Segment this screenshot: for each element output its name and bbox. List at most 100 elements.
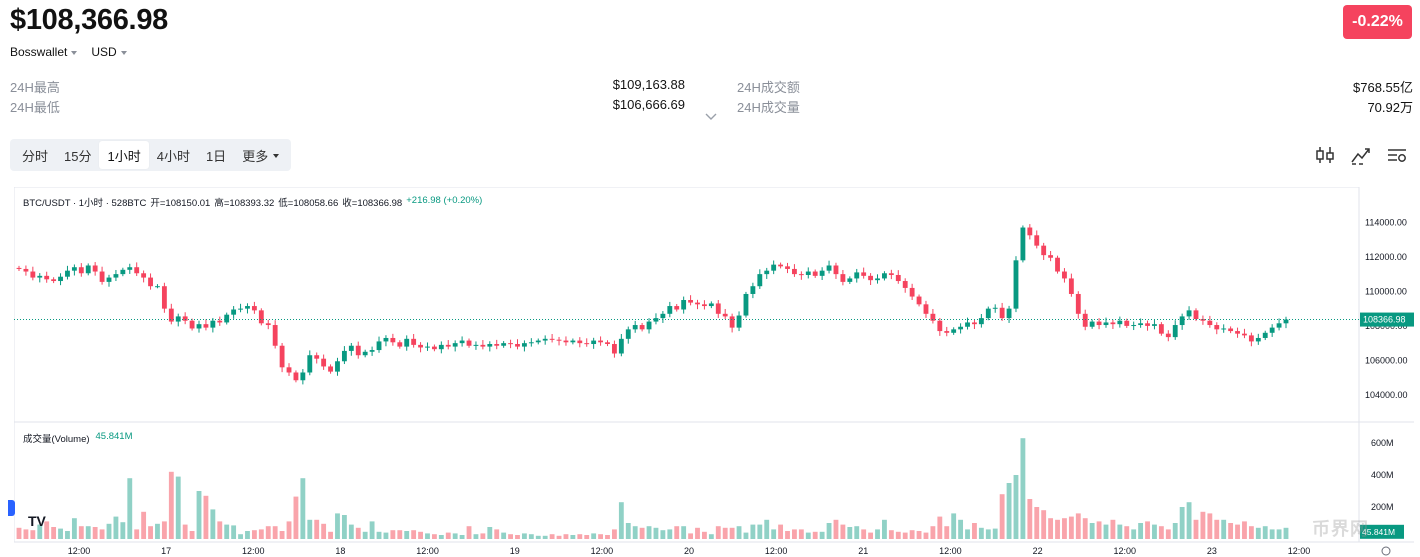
volume-bar	[895, 531, 901, 539]
volume-bar	[85, 526, 91, 539]
candle-body	[1255, 337, 1261, 342]
candle-body	[736, 315, 742, 328]
candle-body	[161, 286, 167, 309]
candle-body	[930, 313, 936, 321]
tradingview-logo: TV	[28, 513, 46, 529]
price-tick-label: 104000.00	[1365, 390, 1408, 400]
currency-selector[interactable]: USD	[91, 45, 127, 59]
volume-bar	[217, 521, 223, 539]
tab-1d[interactable]: 1日	[205, 148, 227, 164]
volume-bar	[362, 531, 368, 539]
volume-bar	[875, 529, 880, 539]
candle-body	[217, 320, 223, 323]
candle-body	[141, 273, 147, 278]
candle-body	[37, 275, 43, 278]
candle-body	[1145, 323, 1150, 326]
candle-body	[639, 325, 645, 330]
stat-low-value: $106,666.69	[612, 97, 685, 112]
volume-bar	[175, 476, 181, 539]
time-tick-label: 12:00	[68, 546, 91, 556]
volume-bar	[65, 531, 70, 539]
candle-body	[750, 286, 756, 294]
volume-bar	[369, 521, 375, 539]
tab-4h[interactable]: 4小时	[156, 148, 190, 164]
candle-body	[238, 308, 243, 310]
candle-body	[1186, 310, 1192, 317]
price-chart[interactable]: 114000.00112000.00110000.00108000.001060…	[14, 187, 1414, 557]
volume-bar	[1242, 521, 1247, 539]
expand-chevron-icon[interactable]	[704, 112, 718, 122]
time-tick-label: 12:00	[1113, 546, 1136, 556]
volume-bar	[750, 524, 756, 539]
volume-bar	[882, 519, 887, 539]
candle-body	[99, 271, 105, 282]
candle-body	[1034, 235, 1040, 246]
volume-bar	[1193, 519, 1199, 539]
candle-body	[722, 313, 728, 317]
candle-body	[1020, 227, 1026, 261]
candle-body	[113, 274, 119, 278]
volume-bar	[508, 534, 513, 539]
candle-body	[978, 318, 984, 325]
volume-bar	[618, 502, 624, 539]
volume-bar	[397, 530, 403, 539]
legend-close: 收=108366.98	[342, 198, 403, 209]
candle-body	[1158, 324, 1164, 334]
indicator-icon[interactable]	[1350, 144, 1372, 166]
candle-body	[473, 344, 479, 346]
caret-down-icon	[273, 153, 280, 158]
side-panel-toggle[interactable]	[8, 500, 15, 516]
ohlc-legend: BTC/USDT · 1小时 · 528BTC 开=108150.01 高=10…	[23, 195, 482, 209]
volume-bar	[902, 532, 908, 539]
volume-bar	[570, 535, 576, 539]
candle-body	[65, 270, 70, 277]
candle-body	[1110, 322, 1116, 325]
tab-1h[interactable]: 1小时	[99, 141, 149, 169]
candle-body	[1048, 255, 1054, 258]
candle-body	[224, 314, 230, 323]
candle-body	[861, 272, 867, 276]
volume-bar	[404, 531, 410, 539]
settings-list-icon[interactable]	[1386, 144, 1408, 166]
volume-bar	[646, 526, 652, 539]
candle-body	[992, 307, 998, 309]
candle-body	[778, 264, 784, 267]
volume-legend: 成交量(Volume) 45.841M	[23, 431, 133, 445]
volume-bar	[972, 523, 977, 539]
wallet-selector[interactable]: Bosswallet	[10, 45, 78, 59]
volume-bar	[1255, 527, 1261, 539]
candle-body	[1221, 328, 1227, 330]
candle-body	[425, 346, 430, 348]
candle-body	[868, 275, 874, 281]
candle-body	[258, 310, 264, 324]
volume-bar	[321, 523, 327, 539]
volume-bar	[231, 525, 237, 539]
candle-body	[591, 340, 597, 345]
volume-bar	[715, 526, 721, 539]
volume-bar	[1013, 475, 1019, 539]
candle-body	[805, 271, 811, 275]
candle-body	[501, 343, 507, 346]
volume-bar	[272, 526, 278, 539]
candle-body	[515, 344, 520, 347]
tab-time[interactable]: 分时	[22, 148, 49, 164]
tab-15m[interactable]: 15分	[64, 148, 92, 164]
volume-bar	[78, 526, 84, 539]
volume-bar	[1228, 523, 1234, 539]
candlestick-chart-svg[interactable]: 114000.00112000.00110000.00108000.001060…	[14, 187, 1414, 557]
candle-body	[1124, 320, 1130, 326]
volume-bar	[182, 524, 188, 539]
candle-body	[847, 278, 853, 282]
candlestick-settings-icon[interactable]	[1314, 144, 1336, 166]
price-tick-label: 112000.00	[1365, 252, 1407, 262]
volume-bar	[1138, 523, 1144, 539]
candle-body	[245, 306, 250, 309]
candle-body	[688, 300, 694, 303]
tab-more[interactable]: 更多	[234, 141, 287, 169]
volume-bar	[605, 535, 610, 539]
candle-body	[182, 316, 188, 321]
candle-body	[556, 339, 562, 341]
volume-bar	[958, 519, 964, 539]
volume-bar	[473, 534, 479, 539]
candle-body	[1165, 333, 1171, 338]
